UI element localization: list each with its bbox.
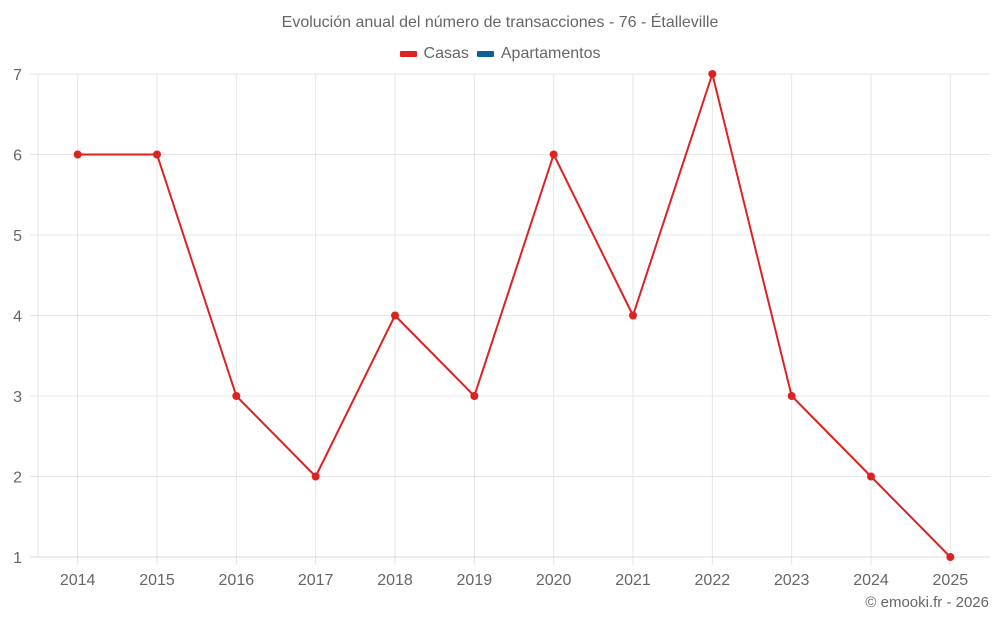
x-tick-label: 2025 [933, 572, 969, 589]
data-point-marker[interactable] [153, 150, 161, 159]
data-point-marker[interactable] [867, 472, 875, 481]
data-point-marker[interactable] [391, 311, 399, 320]
data-point-marker[interactable] [311, 472, 320, 481]
legend-label-casas: Casas [423, 45, 469, 62]
legend-item-casas[interactable]: Casas [399, 45, 469, 63]
y-tick-label: 3 [13, 389, 22, 406]
data-point-marker[interactable] [629, 311, 637, 320]
legend-swatch-apartamentos-icon [476, 51, 494, 57]
chart-title: Evolución anual del número de transaccio… [281, 14, 719, 31]
y-tick-label: 6 [13, 148, 22, 165]
x-tick-label: 2022 [695, 572, 731, 589]
series-casas [73, 70, 955, 561]
x-tick-label: 2024 [853, 572, 889, 589]
x-tick-label: 2016 [219, 572, 255, 589]
grid-lines [30, 73, 990, 565]
data-point-marker[interactable] [232, 392, 241, 400]
legend-swatch-casas-icon [399, 51, 417, 57]
x-tick-label: 2015 [139, 572, 175, 589]
x-tick-label: 2023 [774, 572, 810, 589]
x-tick-label: 2020 [536, 572, 572, 589]
y-tick-label: 7 [13, 67, 22, 84]
y-tick-label: 5 [13, 228, 22, 245]
credit-text: © emooki.fr - 2026 [865, 594, 989, 611]
data-point-marker[interactable] [946, 553, 955, 561]
data-point-marker[interactable] [787, 392, 796, 400]
x-tick-label: 2018 [377, 572, 413, 589]
data-point-marker[interactable] [73, 150, 82, 159]
x-tick-label: 2019 [457, 572, 493, 589]
x-tick-label: 2017 [298, 572, 334, 589]
y-tick-label: 4 [13, 309, 22, 326]
chart-legend: Casas Apartamentos [0, 45, 1000, 63]
data-point-marker[interactable] [470, 392, 479, 400]
x-tick-label: 2021 [615, 572, 651, 589]
legend-item-apartamentos[interactable]: Apartamentos [476, 45, 601, 63]
y-tick-label: 1 [13, 550, 22, 567]
x-tick-label: 2014 [60, 572, 96, 589]
data-point-marker[interactable] [549, 150, 558, 159]
legend-label-apartamentos: Apartamentos [500, 45, 601, 62]
y-tick-label: 2 [13, 470, 22, 487]
data-point-marker[interactable] [708, 70, 717, 78]
y-axis: 1 2 3 4 5 6 7 [13, 67, 22, 567]
x-axis: 2014 2015 2016 2017 2018 2019 2020 2021 2022 2023… [30, 556, 990, 589]
